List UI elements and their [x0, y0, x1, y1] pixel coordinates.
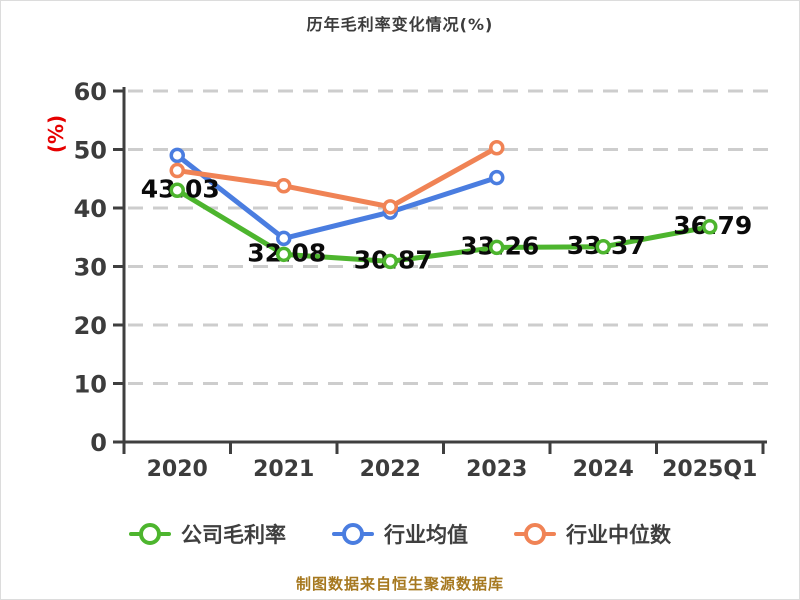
legend-marker-blue-icon — [332, 523, 374, 545]
chart-svg: 0 10 20 30 40 50 60 2020 2021 2022 2023 2024 2025Q1 (… — [44, 78, 775, 482]
series-marker-2 — [276, 178, 292, 194]
series-marker-0 — [489, 239, 505, 256]
x-tick-label: 2020 — [147, 457, 208, 482]
series-marker-2 — [489, 139, 505, 156]
y-tick-label: 60 — [74, 78, 107, 106]
series-marker-1 — [489, 169, 505, 186]
x-tick-label: 2022 — [360, 457, 421, 482]
series-marker-1 — [276, 230, 292, 247]
legend-marker-orange-icon — [514, 523, 556, 545]
x-tick-label: 2025Q1 — [662, 457, 757, 482]
legend-label: 行业均值 — [384, 523, 468, 547]
data-source-caption: 制图数据来自恒生聚源数据库 — [295, 575, 504, 593]
x-tick-label: 2024 — [573, 457, 634, 482]
y-tick-label: 30 — [74, 254, 107, 282]
x-tick-label: 2023 — [466, 457, 527, 482]
legend-label: 行业中位数 — [566, 523, 671, 547]
series-line-2 — [174, 145, 500, 210]
legend-item-industry-mean: 行业均值 — [332, 519, 468, 549]
legend-marker-green-icon — [129, 523, 171, 545]
series-marker-0 — [595, 239, 611, 255]
series-marker-0 — [382, 253, 398, 270]
y-axis-unit-label: (%) — [44, 115, 68, 153]
y-tick-label: 40 — [74, 195, 107, 223]
y-tick-label: 20 — [74, 312, 107, 340]
y-tick-label: 0 — [90, 429, 107, 457]
y-tick-label: 10 — [74, 371, 107, 399]
series-marker-0 — [702, 219, 718, 235]
series-marker-2 — [169, 162, 185, 179]
series-marker-0 — [276, 246, 292, 263]
y-tick-label: 50 — [74, 137, 107, 165]
chart-title: 历年毛利率变化情况(%) — [306, 15, 494, 34]
series-marker-0 — [169, 182, 185, 199]
series-line-1 — [174, 152, 500, 241]
series-line-0 — [174, 187, 713, 264]
legend-label: 公司毛利率 — [181, 523, 286, 547]
chart-legend: 公司毛利率 行业均值 行业中位数 — [1, 519, 799, 549]
legend-item-industry-median: 行业中位数 — [514, 519, 671, 549]
series-marker-1 — [169, 147, 185, 164]
x-tick-label: 2021 — [253, 457, 314, 482]
series-marker-2 — [382, 199, 398, 215]
legend-item-company-margin: 公司毛利率 — [129, 519, 286, 549]
